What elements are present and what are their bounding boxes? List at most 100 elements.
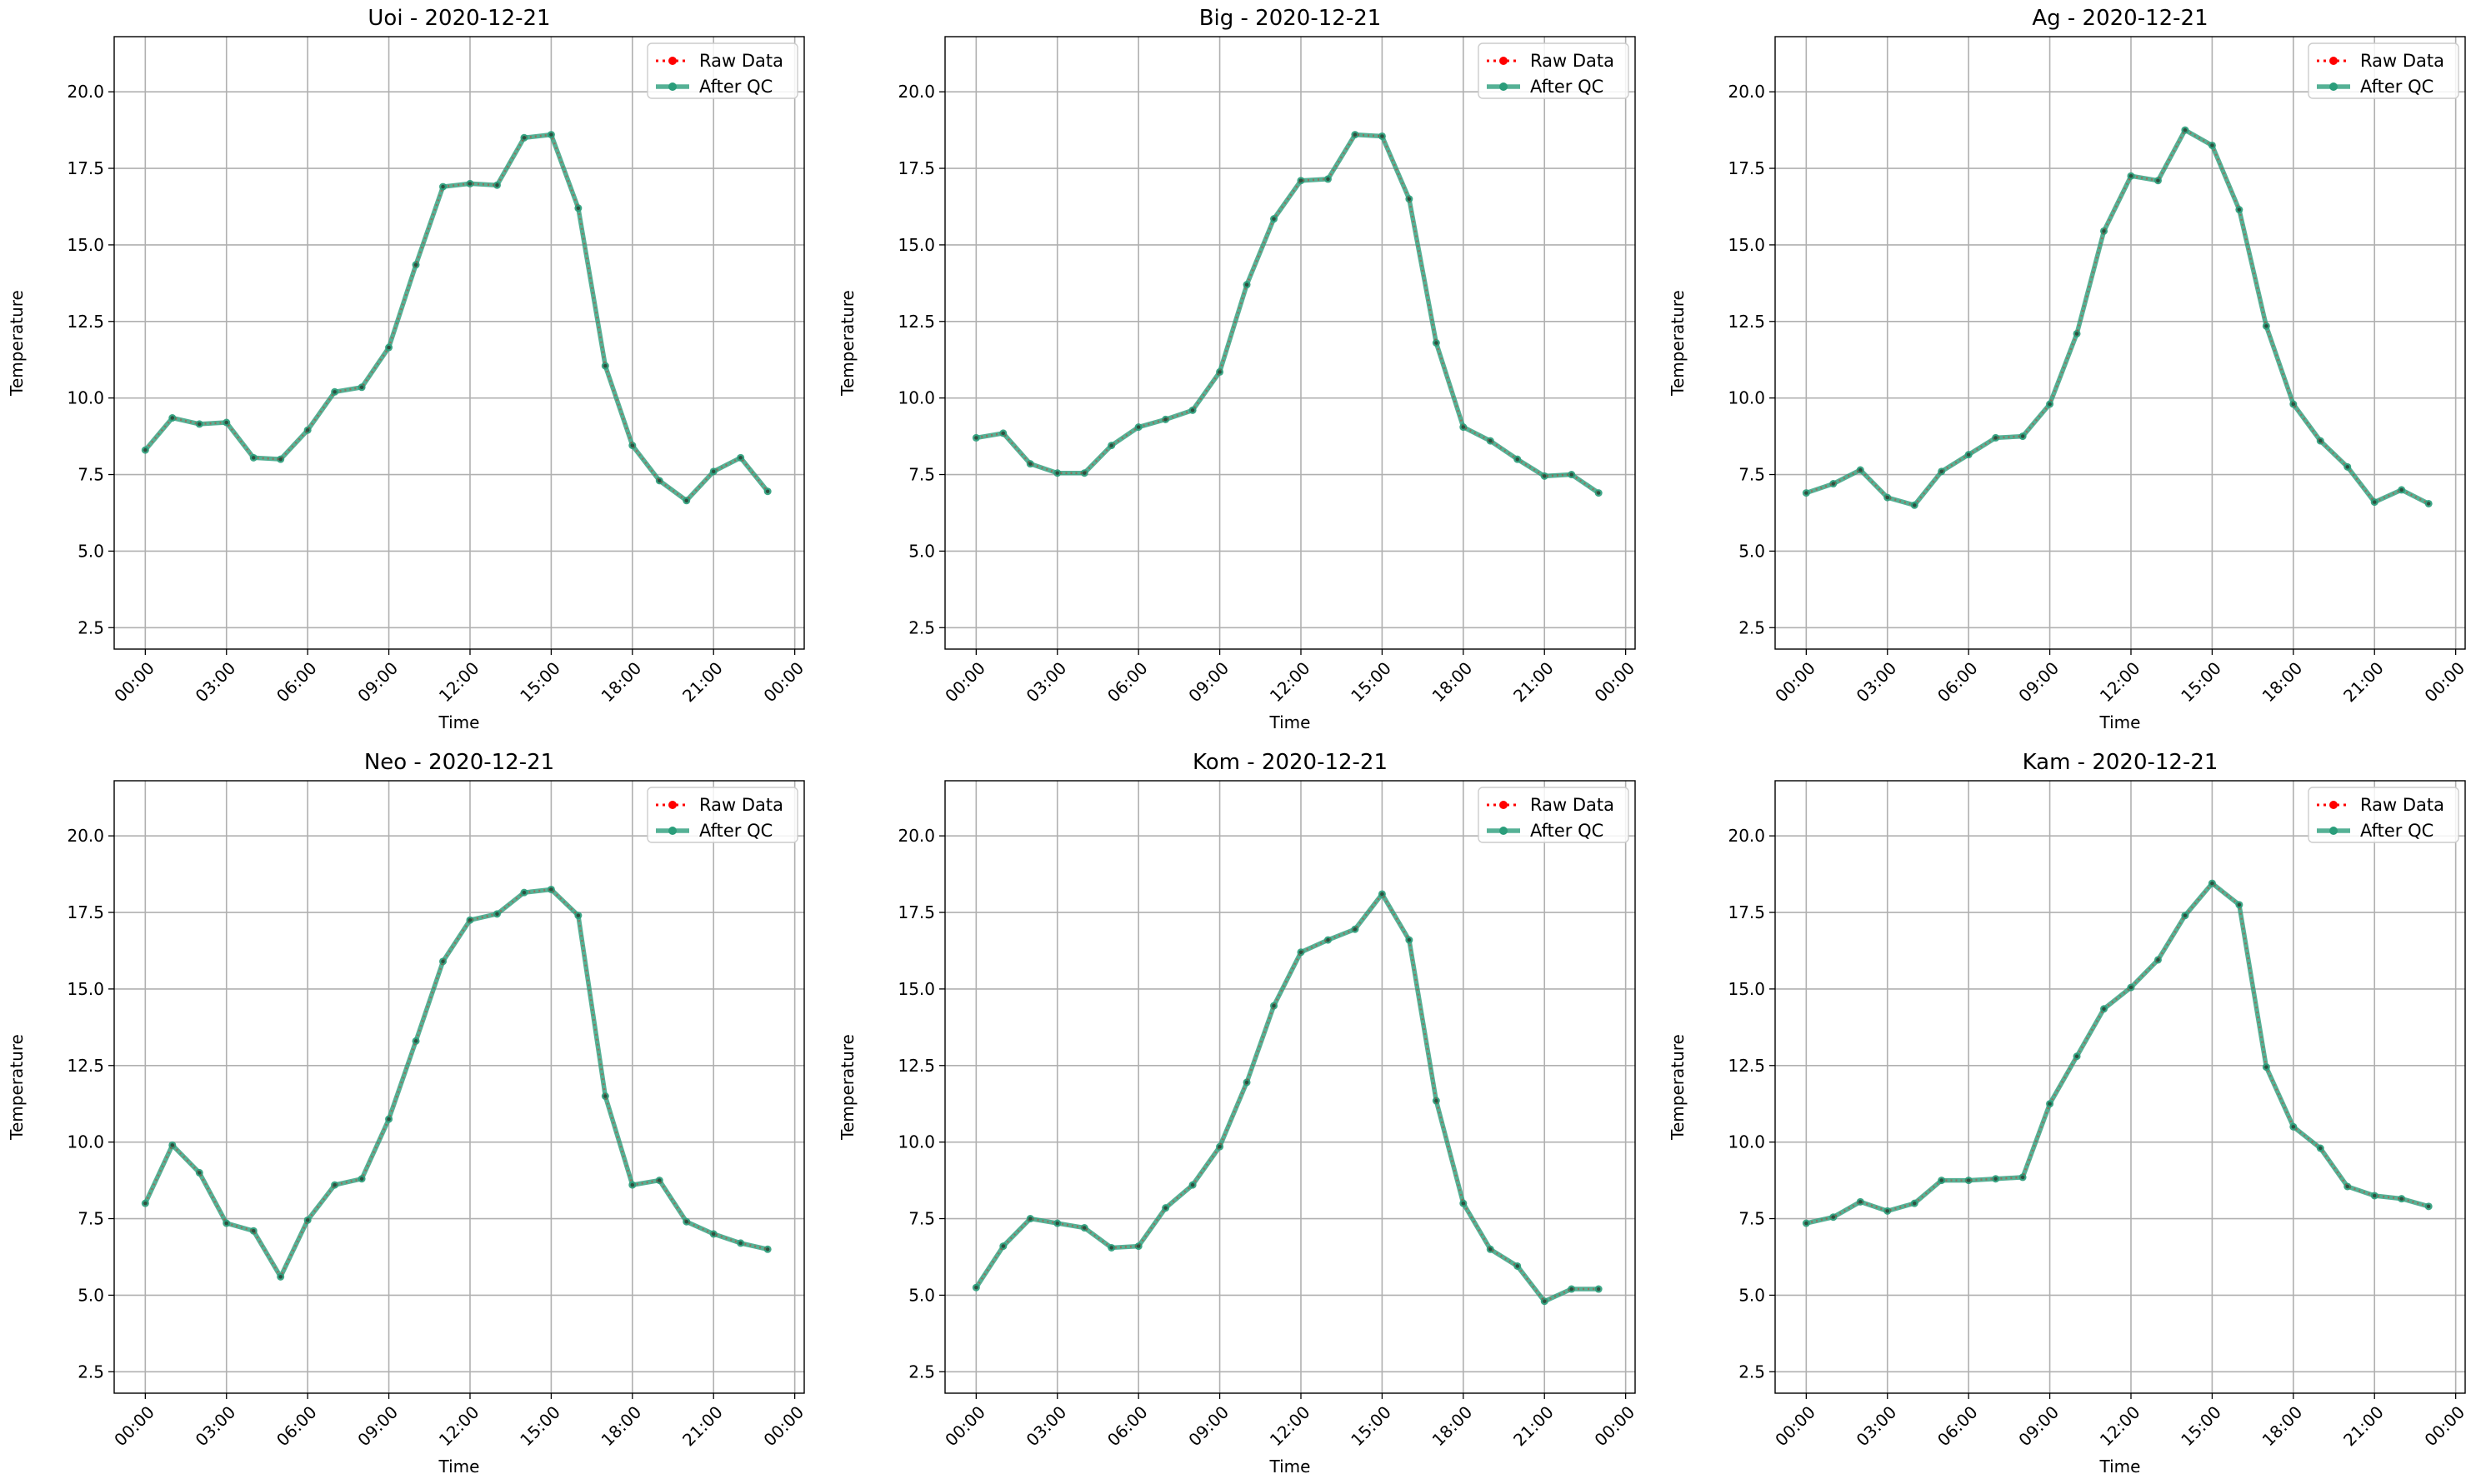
raw-data-point [1190, 1182, 1195, 1187]
raw-data-point [576, 913, 581, 917]
raw-data-point [252, 1229, 256, 1233]
series-after-qc-line [974, 892, 1599, 1304]
raw-data-point [549, 132, 553, 137]
x-tick-label: 03:00 [1853, 1402, 1901, 1451]
raw-data-point [1298, 950, 1303, 955]
x-tick-label: 00:00 [941, 658, 989, 707]
legend-after-qc-label: After QC [2360, 821, 2433, 841]
legend-after-qc-label: After QC [1530, 821, 1603, 841]
y-tick-label: 17.5 [898, 158, 935, 178]
raw-data-point [2102, 229, 2106, 233]
chart-title: Kam - 2020-12-21 [2023, 750, 2218, 775]
y-tick-label: 7.5 [908, 1209, 935, 1229]
y-axis-label: Temperature [1668, 1034, 1688, 1141]
raw-data-point [252, 456, 256, 460]
y-tick-label: 10.0 [1728, 1132, 1765, 1152]
raw-data-point [305, 1218, 310, 1222]
raw-data-point [2318, 1146, 2323, 1151]
raw-data-point [1083, 471, 1087, 475]
x-tick-label: 03:00 [1023, 1402, 1071, 1451]
raw-data-point [712, 1232, 716, 1237]
x-tick-label: 09:00 [2014, 1402, 2063, 1451]
raw-data-point [1407, 937, 1412, 942]
y-tick-label: 12.5 [67, 312, 104, 332]
y-axis-label: Temperature [7, 1034, 27, 1141]
series-raw-data-line [975, 892, 1599, 1303]
raw-data-point [1434, 1098, 1438, 1103]
legend-after-qc-label: After QC [699, 77, 773, 97]
x-tick-label: 21:00 [1509, 658, 1558, 707]
x-tick-label: 21:00 [2339, 1402, 2388, 1451]
series-raw-data-line [144, 133, 769, 502]
legend-raw-data-marker [668, 57, 677, 65]
x-tick-label: 00:00 [2420, 658, 2468, 707]
raw-data-point [1163, 1206, 1168, 1210]
raw-data-point [684, 1220, 688, 1224]
raw-data-point [2264, 324, 2268, 328]
y-tick-label: 10.0 [67, 388, 104, 408]
legend-raw-data-marker [1499, 57, 1508, 65]
plot-frame [944, 36, 1636, 650]
raw-data-point [1055, 471, 1059, 475]
x-tick-label: 00:00 [759, 658, 808, 707]
x-tick-label: 09:00 [353, 658, 402, 707]
raw-data-point [170, 1143, 175, 1147]
raw-data-point [1569, 472, 1573, 477]
raw-data-point [198, 422, 202, 427]
y-tick-label: 10.0 [898, 1132, 935, 1152]
x-tick-label: 21:00 [1509, 1402, 1558, 1451]
raw-data-point [576, 206, 581, 210]
raw-data-point [170, 416, 175, 420]
legend-after-qc-marker [2329, 827, 2338, 835]
raw-data-point [738, 456, 743, 460]
x-axis-label: Time [1269, 1457, 1311, 1477]
legend: Raw Data After QC [1478, 787, 1629, 843]
y-axis-label: Temperature [838, 1034, 858, 1141]
raw-data-point [1136, 1244, 1141, 1248]
raw-data-point [974, 1286, 978, 1290]
raw-data-point [765, 1247, 770, 1252]
raw-data-point [1939, 469, 1943, 474]
x-tick-label: 00:00 [941, 1402, 989, 1451]
raw-data-point [359, 1177, 364, 1181]
x-tick-label: 18:00 [598, 1402, 646, 1451]
legend-raw-data-label: Raw Data [699, 51, 783, 71]
raw-data-point [1190, 408, 1195, 412]
y-axis-label: Temperature [7, 290, 27, 397]
y-tick-label: 5.0 [78, 541, 104, 561]
raw-data-point [658, 1178, 662, 1182]
legend-after-qc-marker [668, 82, 677, 91]
x-tick-label: 06:00 [273, 1402, 321, 1451]
raw-data-point [974, 436, 978, 440]
legend: Raw Data After QC [647, 787, 798, 843]
raw-data-point [630, 1182, 635, 1187]
raw-data-point [143, 447, 148, 452]
raw-data-point [2291, 1125, 2296, 1129]
raw-data-point [2399, 1197, 2403, 1201]
raw-data-point [1858, 467, 1863, 472]
y-tick-label: 2.5 [1738, 617, 1765, 637]
x-tick-label: 09:00 [1184, 658, 1233, 707]
raw-data-point [387, 345, 391, 350]
chart-title: Big - 2020-12-21 [1199, 6, 1382, 31]
raw-data-point [1831, 482, 1836, 486]
raw-data-point [2399, 487, 2403, 492]
raw-data-point [2426, 502, 2431, 506]
raw-data-point [2318, 438, 2323, 443]
x-tick-label: 12:00 [1266, 1402, 1314, 1451]
raw-data-point [495, 183, 499, 187]
raw-data-point [2048, 402, 2052, 407]
raw-data-point [2426, 1204, 2431, 1209]
raw-data-point [1109, 443, 1113, 447]
y-tick-label: 2.5 [908, 1362, 935, 1382]
raw-data-point [549, 887, 553, 892]
raw-data-point [1136, 425, 1141, 429]
legend-after-qc-label: After QC [2360, 77, 2433, 97]
raw-data-point [1596, 491, 1601, 495]
subplot: 2.5 5.0 7.5 10.0 12.5 15.0 17.5 20.0 00:00 03:00 0… [838, 750, 1638, 1477]
raw-data-point [1543, 474, 1547, 478]
raw-data-point [1596, 1287, 1601, 1292]
x-tick-label: 06:00 [1103, 1402, 1152, 1451]
raw-data-point [1055, 1221, 1059, 1226]
raw-data-point [1461, 1201, 1466, 1206]
